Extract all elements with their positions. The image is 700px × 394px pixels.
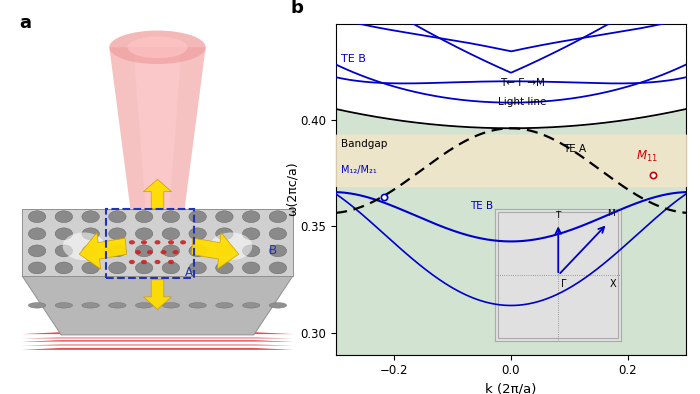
Ellipse shape	[162, 303, 180, 308]
Ellipse shape	[242, 228, 260, 240]
Ellipse shape	[55, 245, 73, 257]
Text: TE B: TE B	[341, 54, 365, 64]
Ellipse shape	[135, 245, 153, 257]
Ellipse shape	[270, 245, 286, 257]
Ellipse shape	[216, 262, 233, 274]
Polygon shape	[22, 346, 293, 347]
Text: A: A	[185, 266, 193, 279]
Ellipse shape	[155, 260, 160, 264]
Ellipse shape	[216, 303, 233, 308]
Ellipse shape	[162, 211, 180, 223]
Ellipse shape	[82, 245, 99, 257]
Ellipse shape	[270, 211, 286, 223]
Ellipse shape	[242, 262, 260, 274]
Polygon shape	[191, 232, 239, 269]
Ellipse shape	[216, 245, 233, 257]
Polygon shape	[144, 280, 172, 309]
Polygon shape	[109, 47, 206, 209]
Ellipse shape	[242, 303, 260, 308]
Ellipse shape	[135, 228, 153, 240]
Ellipse shape	[189, 228, 206, 240]
Ellipse shape	[135, 303, 153, 308]
Polygon shape	[22, 209, 293, 276]
Ellipse shape	[141, 260, 147, 264]
Ellipse shape	[82, 262, 99, 274]
Ellipse shape	[270, 262, 286, 274]
Ellipse shape	[189, 211, 206, 223]
Ellipse shape	[29, 303, 46, 308]
Ellipse shape	[55, 262, 73, 274]
Polygon shape	[79, 232, 127, 269]
Text: Bandgap: Bandgap	[341, 139, 387, 149]
Ellipse shape	[242, 245, 260, 257]
Ellipse shape	[108, 211, 126, 223]
Ellipse shape	[173, 250, 178, 255]
Ellipse shape	[141, 240, 147, 244]
Text: B: B	[269, 244, 277, 257]
Ellipse shape	[108, 262, 126, 274]
Ellipse shape	[29, 262, 46, 274]
Ellipse shape	[162, 228, 180, 240]
Ellipse shape	[108, 303, 126, 308]
Text: T← Γ →M: T← Γ →M	[500, 78, 545, 87]
Ellipse shape	[55, 211, 73, 223]
Ellipse shape	[270, 228, 286, 240]
Ellipse shape	[135, 211, 153, 223]
Ellipse shape	[155, 240, 160, 244]
Text: TE B: TE B	[470, 201, 494, 212]
Ellipse shape	[82, 228, 99, 240]
Ellipse shape	[189, 262, 206, 274]
Ellipse shape	[82, 211, 99, 223]
Polygon shape	[22, 341, 293, 342]
Polygon shape	[144, 179, 172, 209]
Polygon shape	[22, 344, 293, 346]
Ellipse shape	[162, 262, 180, 274]
Ellipse shape	[189, 303, 206, 308]
Ellipse shape	[162, 245, 180, 257]
Ellipse shape	[29, 211, 46, 223]
Ellipse shape	[216, 228, 233, 240]
Text: b: b	[290, 0, 303, 17]
Ellipse shape	[135, 262, 153, 274]
Polygon shape	[22, 276, 293, 335]
Ellipse shape	[168, 240, 174, 244]
Ellipse shape	[55, 303, 73, 308]
Text: a: a	[19, 14, 31, 32]
Ellipse shape	[129, 240, 135, 244]
Ellipse shape	[180, 240, 186, 244]
Ellipse shape	[29, 228, 46, 240]
Ellipse shape	[108, 245, 126, 257]
Ellipse shape	[135, 250, 141, 255]
Polygon shape	[22, 348, 293, 350]
Ellipse shape	[108, 228, 126, 240]
Polygon shape	[22, 332, 293, 334]
Polygon shape	[22, 337, 293, 339]
Text: Light line: Light line	[498, 97, 547, 107]
Ellipse shape	[168, 260, 174, 264]
Y-axis label: ω(2πc/a): ω(2πc/a)	[286, 162, 299, 216]
Ellipse shape	[270, 303, 286, 308]
Ellipse shape	[82, 303, 99, 308]
Ellipse shape	[242, 211, 260, 223]
Ellipse shape	[210, 232, 252, 260]
Ellipse shape	[189, 245, 206, 257]
Ellipse shape	[63, 232, 105, 260]
Ellipse shape	[29, 245, 46, 257]
Ellipse shape	[147, 250, 153, 255]
Text: M₁₂/M₂₁: M₁₂/M₂₁	[341, 165, 377, 175]
Ellipse shape	[109, 31, 206, 64]
Ellipse shape	[160, 250, 167, 255]
Ellipse shape	[216, 211, 233, 223]
Ellipse shape	[55, 228, 73, 240]
Polygon shape	[22, 340, 293, 342]
Ellipse shape	[129, 260, 135, 264]
Ellipse shape	[127, 37, 188, 58]
X-axis label: k (2π/a): k (2π/a)	[485, 383, 537, 394]
Text: TE A: TE A	[564, 144, 587, 154]
Polygon shape	[134, 47, 181, 209]
Text: $M_{11}$: $M_{11}$	[636, 149, 658, 164]
